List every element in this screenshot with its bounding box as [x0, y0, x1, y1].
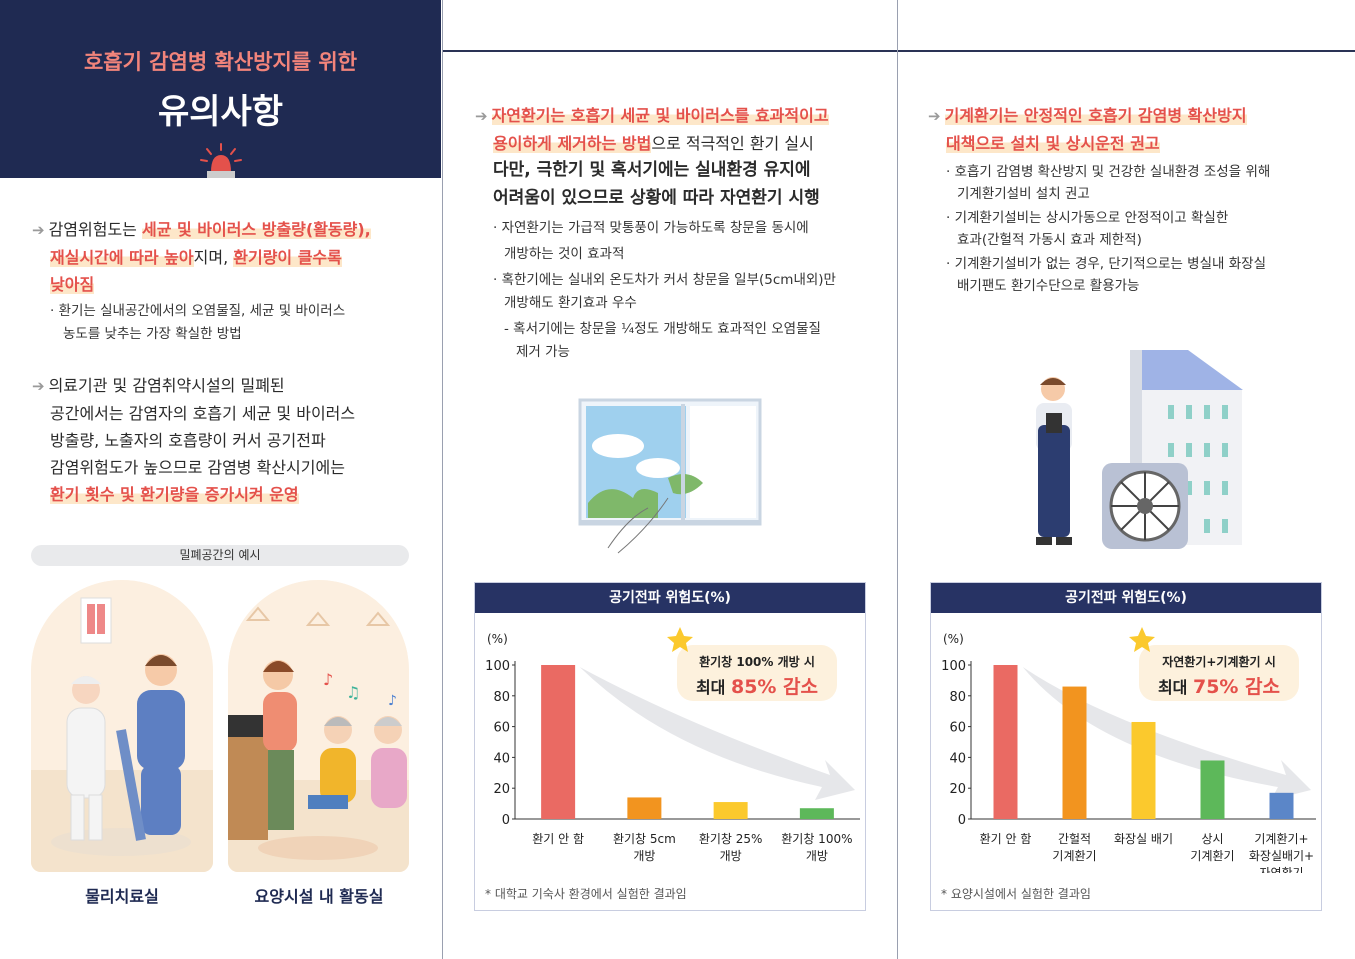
y-tick-label: 20 [493, 782, 510, 797]
y-tick-label: 60 [493, 721, 510, 736]
bullet-mechanical-ventilation: ➔ 기계환기는 안정적인 호흡기 감염병 확산방지 대책으로 설치 및 상시운전 … [928, 106, 1247, 153]
x-tick-label: 환기창 25% [699, 832, 763, 846]
bullet-closed-space: ➔ 의료기관 및 감염취약시설의 밀폐된 공간에서는 감염자의 호흡기 세균 및 … [32, 376, 356, 504]
bar [541, 665, 576, 819]
arrow-icon: ➔ [475, 107, 488, 125]
x-tick-label: 자연환기 [1259, 866, 1303, 873]
x-tick-label: 환기 안 함 [980, 832, 1032, 846]
natural-ventilation-caveat: 다만, 극한기 및 혹서기에는 실내환경 유지에 어려움이 있으므로 상황에 따… [493, 160, 820, 208]
chart-note: * 요양시설에서 실험한 결과임 [941, 887, 1091, 901]
trend-arrow [1022, 667, 1311, 800]
x-tick-label: 화장실 배기 [1114, 832, 1173, 846]
svg-text:♪: ♪ [323, 670, 333, 689]
mechanical-ventilation-illustration [1036, 350, 1243, 549]
y-tick-label: 0 [502, 813, 510, 828]
chart-mechanical-ventilation: 공기전파 위험도(%) (%) 0 20 40 60 80 100 환기 안 함 간헐적 기계환기… [930, 582, 1322, 911]
star-icon [667, 627, 693, 652]
svg-text:♪: ♪ [388, 693, 397, 709]
x-tick-label: 개방 [806, 849, 828, 863]
bullet-risk-sub: · 환기는 실내공간에서의 오염물질, 세균 및 바이러스 농도를 낮추는 가장… [50, 303, 346, 342]
star-icon [1129, 627, 1155, 652]
arrow-icon: ➔ [32, 377, 45, 395]
caption-physio-room: 물리치료실 [85, 887, 159, 906]
y-tick-label: 40 [493, 751, 510, 766]
header-title: 유의사항 [157, 92, 284, 132]
siren-icon [200, 143, 242, 178]
bar [627, 797, 662, 819]
chart-natural-ventilation: 공기전파 위험도(%) (%) 0 20 40 60 80 100 환기 안 함 환기창 5cm… [474, 582, 866, 911]
bar [713, 802, 748, 819]
header-subtitle: 호흡기 감염병 확산방지를 위한 [83, 50, 358, 74]
arrow-icon: ➔ [928, 107, 941, 125]
reduction-callout: 자연환기+기계환기 시 최대 75% 감소 [1139, 645, 1299, 701]
bar [1269, 792, 1294, 819]
x-tick-label: 화장실배기+ [1249, 849, 1314, 863]
x-tick-label: 환기창 5cm [613, 832, 676, 846]
x-tick-label: 환기창 100% [781, 832, 852, 846]
panel-middle: ➔ 자연환기는 호흡기 세균 및 바이러스를 효과적이고 용이하게 제거하는 방법… [442, 0, 897, 959]
bar [1200, 760, 1225, 819]
y-tick-label: 20 [949, 782, 966, 797]
y-tick-label: 80 [493, 690, 510, 705]
divider [898, 50, 1355, 52]
divider [443, 50, 897, 52]
header-banner: 호흡기 감염병 확산방지를 위한 유의사항 [0, 0, 441, 178]
bar [993, 665, 1018, 819]
bar-chart: (%) 0 20 40 60 80 100 환기 안 함 환기창 5cm 개방 환기창 25% 개방 환… [485, 632, 860, 863]
chart-note: * 대학교 기숙사 환경에서 실험한 결과임 [485, 887, 687, 901]
physio-room-illustration [31, 580, 213, 872]
panel-right: ➔ 기계환기는 안정적인 호흡기 감염병 확산방지 대책으로 설치 및 상시운전 … [897, 0, 1355, 959]
y-tick-label: 40 [949, 751, 966, 766]
y-tick-label: 100 [485, 659, 510, 674]
y-tick-label: 80 [949, 690, 966, 705]
x-tick-label: 상시 [1201, 832, 1223, 846]
activity-room-illustration: ♪ ♫ ♪ [228, 580, 409, 872]
y-tick-label: 60 [949, 721, 966, 736]
svg-text:♫: ♫ [346, 683, 360, 702]
x-tick-label: 기계환기+ [1254, 832, 1308, 846]
bar [799, 808, 834, 819]
natural-ventilation-details: · 자연환기는 가급적 맞통풍이 가능하도록 창문을 동시에 개방하는 것이 효… [493, 220, 836, 360]
x-tick-label: 기계환기 [1052, 849, 1096, 863]
x-tick-label: 환기 안 함 [532, 832, 584, 846]
y-unit-label: (%) [487, 632, 508, 646]
x-tick-label: 개방 [633, 849, 655, 863]
mechanical-ventilation-details: · 호흡기 감염병 확산방지 및 건강한 실내환경 조성을 위해 기계환기설비 … [946, 164, 1271, 294]
x-tick-label: 간헐적 [1058, 832, 1091, 846]
trend-arrow [579, 667, 855, 800]
bar [1131, 721, 1156, 819]
bullet-natural-ventilation: ➔ 자연환기는 호흡기 세균 및 바이러스를 효과적이고 용이하게 제거하는 방법… [475, 106, 829, 153]
example-label: 밀폐공간의 예시 [31, 545, 409, 566]
y-unit-label: (%) [943, 632, 964, 646]
y-tick-label: 100 [941, 659, 966, 674]
x-tick-label: 개방 [720, 849, 742, 863]
x-tick-label: 기계환기 [1190, 849, 1234, 863]
chart-title: 공기전파 위험도(%) [931, 583, 1321, 613]
bar [1062, 686, 1087, 819]
arrow-icon: ➔ [32, 221, 45, 239]
chart-title: 공기전파 위험도(%) [475, 583, 865, 613]
bullet-risk: ➔ 감염위험도는 세균 및 바이러스 방출량(활동량), 재실시간에 따라 높아지… [32, 220, 371, 294]
window-illustration [578, 398, 762, 554]
panel-left: 호흡기 감염병 확산방지를 위한 유의사항 ➔ 감염위험도는 세균 및 바이러스 … [0, 0, 441, 959]
caption-activity-room: 요양시설 내 활동실 [254, 887, 384, 906]
reduction-callout: 환기창 100% 개방 시 최대 85% 감소 [677, 645, 837, 701]
y-tick-label: 0 [958, 813, 966, 828]
